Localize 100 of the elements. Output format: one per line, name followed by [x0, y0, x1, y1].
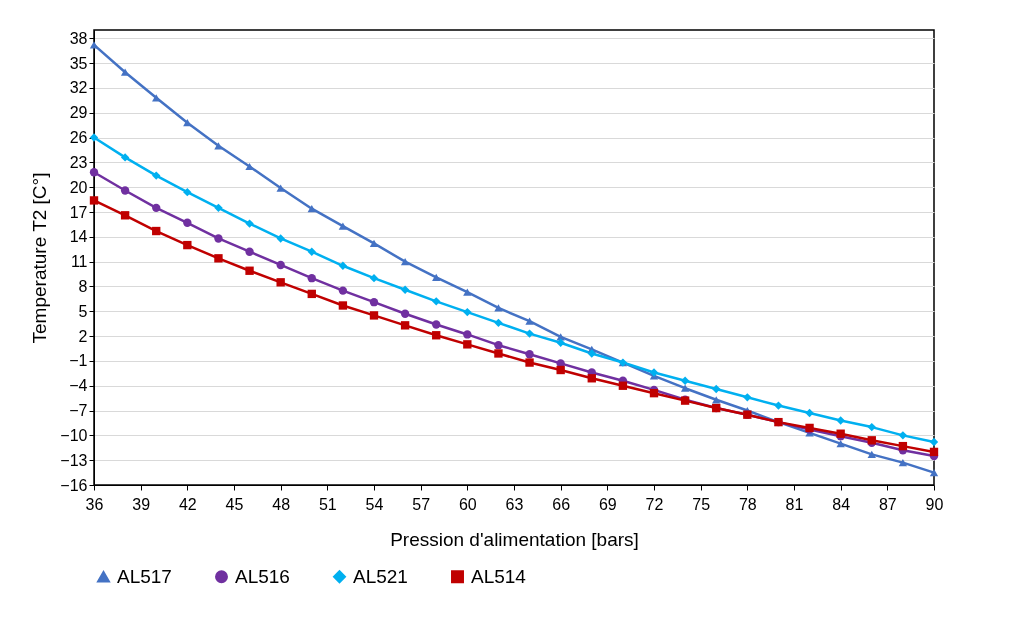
point — [338, 261, 348, 270]
x-tick-label: 45 — [225, 495, 244, 513]
point — [369, 311, 379, 320]
y-axis-title: Temperature T2 [C°] — [29, 172, 51, 344]
y-tick-label: −10 — [60, 426, 88, 444]
point — [929, 437, 939, 447]
point — [432, 297, 441, 306]
x-tick-label: 66 — [552, 495, 571, 513]
y-tick-label: 23 — [69, 153, 88, 171]
y-tick-label: −4 — [69, 377, 88, 395]
point — [836, 416, 845, 425]
x-tick-label: 72 — [645, 495, 664, 513]
point — [89, 133, 99, 142]
point — [494, 349, 503, 358]
point — [929, 468, 939, 477]
x-tick-label: 39 — [132, 495, 151, 513]
point — [867, 450, 876, 459]
point — [463, 340, 472, 349]
x-axis-title: Pression d'alimentation [bars] — [390, 528, 639, 550]
point — [494, 304, 503, 312]
point — [743, 393, 752, 402]
point — [245, 247, 254, 256]
y-tick-label: 20 — [69, 178, 88, 196]
point — [618, 381, 628, 390]
point — [432, 273, 441, 281]
point — [214, 234, 223, 243]
x-tick-label: 51 — [318, 495, 337, 513]
x-tick-label: 81 — [785, 495, 804, 513]
point — [183, 218, 192, 227]
point — [338, 286, 348, 295]
point — [432, 320, 441, 329]
point — [649, 368, 659, 377]
point — [89, 168, 99, 177]
point — [276, 234, 285, 243]
x-tick-label: 54 — [365, 495, 384, 513]
point — [120, 186, 130, 195]
y-tick-label: −7 — [69, 402, 88, 420]
point — [307, 274, 316, 283]
y-tick-label: 26 — [69, 129, 88, 147]
point — [338, 301, 348, 310]
point — [400, 285, 410, 294]
point — [245, 266, 254, 275]
point — [276, 184, 285, 192]
point — [307, 205, 316, 213]
y-tick-label: 35 — [69, 54, 88, 72]
point — [152, 94, 161, 102]
x-tick-label: 78 — [738, 495, 757, 513]
point — [152, 226, 161, 236]
point — [587, 349, 596, 358]
x-tick-label: 42 — [178, 495, 197, 513]
point — [276, 260, 285, 270]
y-tick-label: 17 — [69, 203, 88, 221]
point — [400, 258, 410, 266]
y-tick-label: 2 — [78, 327, 88, 345]
point — [556, 365, 565, 375]
point — [463, 307, 472, 317]
point — [680, 384, 690, 392]
point — [214, 254, 223, 263]
y-tick-label: −16 — [60, 476, 88, 494]
point — [525, 350, 534, 359]
point — [307, 289, 316, 299]
point — [307, 247, 316, 256]
point — [867, 422, 876, 432]
point — [214, 203, 223, 213]
point — [120, 153, 130, 162]
x-tick-label: 60 — [458, 495, 477, 513]
point — [89, 41, 99, 49]
y-tick-label: 8 — [78, 277, 88, 295]
point — [525, 358, 534, 367]
x-tick-label: 90 — [925, 495, 944, 513]
point — [712, 384, 721, 394]
point — [183, 187, 192, 197]
x-tick-label: 87 — [878, 495, 897, 513]
point — [183, 119, 192, 127]
y-tick-label: 11 — [70, 253, 88, 271]
point — [836, 440, 845, 448]
legend-label: AL514 — [471, 565, 527, 587]
y-tick-label: −1 — [69, 352, 88, 370]
point — [432, 331, 441, 340]
x-tick-label: 63 — [505, 495, 524, 513]
y-tick-label: 14 — [69, 228, 88, 246]
point — [89, 196, 99, 205]
point — [494, 318, 503, 328]
x-tick-label: 69 — [598, 495, 617, 513]
point — [805, 408, 814, 418]
x-tick-label: 36 — [85, 495, 104, 513]
point — [369, 298, 379, 307]
point — [152, 203, 161, 213]
point — [245, 219, 254, 228]
y-tick-label: 32 — [69, 79, 88, 97]
point — [120, 211, 130, 220]
point — [929, 447, 939, 457]
point — [400, 321, 410, 330]
point — [463, 288, 472, 296]
point — [183, 240, 192, 250]
x-tick-label: 84 — [832, 495, 851, 513]
legend-label: AL516 — [235, 565, 290, 587]
point — [680, 376, 690, 385]
point — [898, 441, 908, 451]
point — [525, 329, 534, 338]
